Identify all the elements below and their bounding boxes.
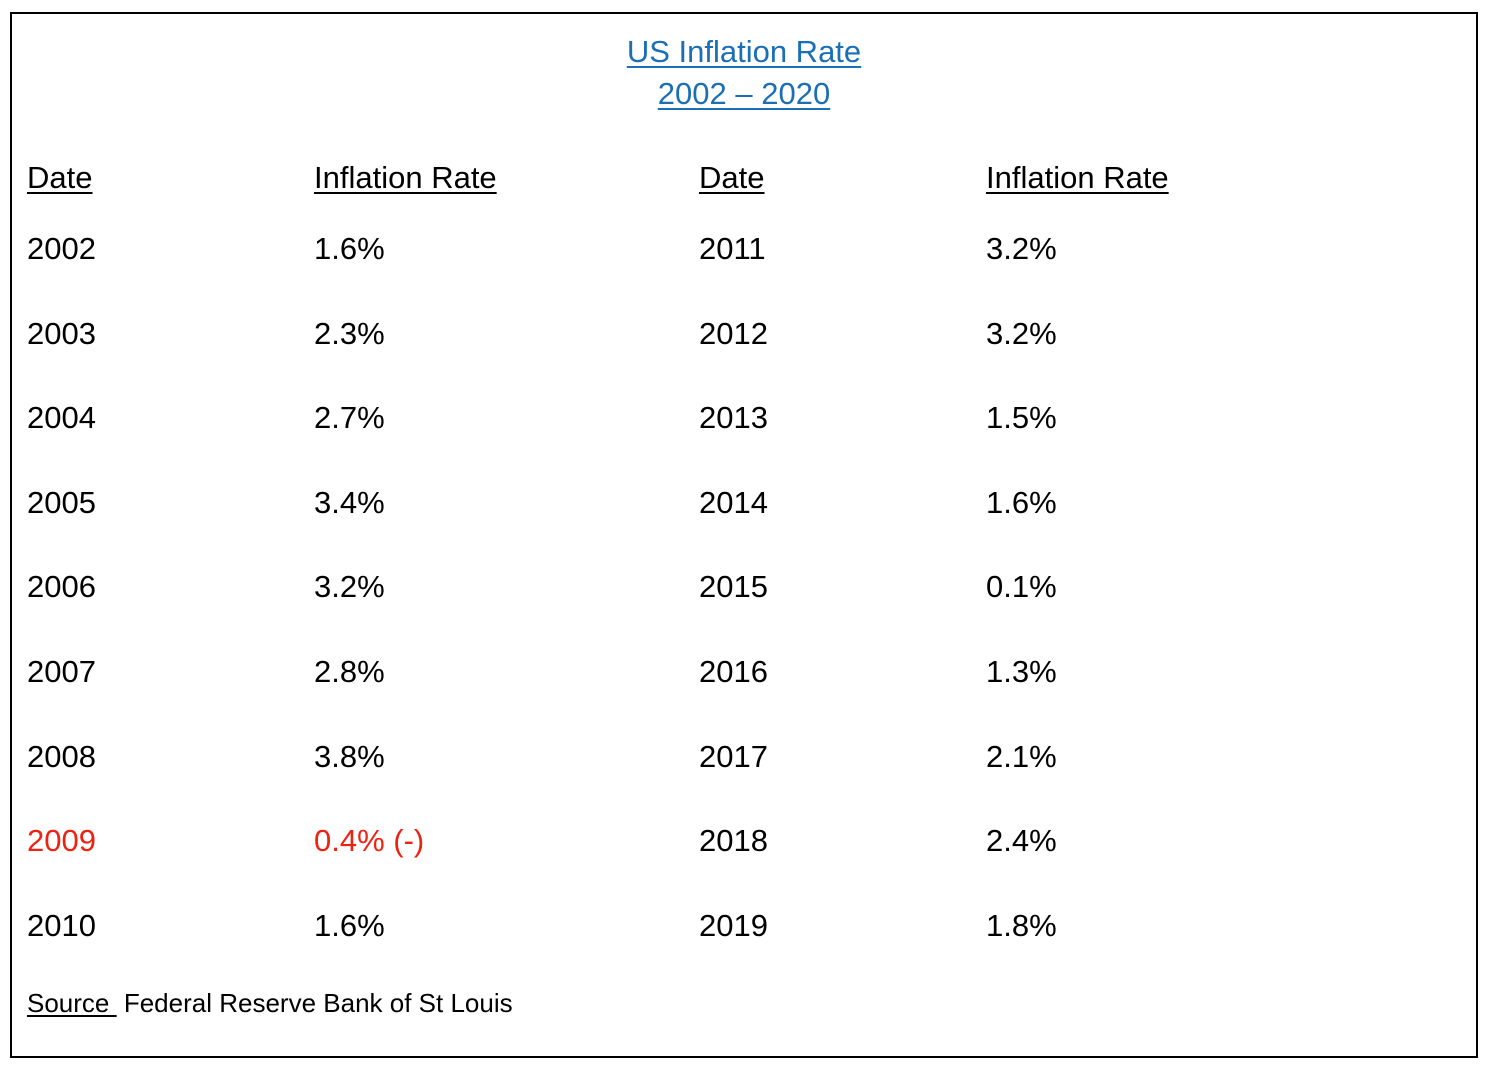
right-rate-cell: 1.5%	[986, 400, 1057, 436]
right-rate-cell: 1.3%	[986, 654, 1057, 689]
table-row: 2008 3.8% 2017 2.1%	[12, 737, 1476, 777]
left-date-cell: 2005	[27, 484, 96, 520]
right-rate-cell: 0.1%	[986, 569, 1057, 605]
right-date-cell: 2019	[699, 907, 768, 943]
right-date-cell: 2011	[699, 231, 766, 266]
left-date-cell: 2010	[27, 907, 96, 943]
left-rate-cell: 0.4% (-)	[314, 823, 425, 859]
table-row: 2003 2.3% 2012 3.2%	[12, 314, 1476, 354]
right-date-cell: 2016	[699, 654, 768, 689]
document-frame: US Inflation Rate 2002 – 2020 Date Infla…	[10, 12, 1478, 1058]
table-row: 2002 1.6% 2011 3.2%	[12, 229, 1476, 269]
left-rate-cell: 2.3%	[314, 315, 385, 351]
table-row: 2009 0.4% (-) 2018 2.4%	[12, 821, 1476, 861]
page-subtitle-date-range: 2002 – 2020	[657, 76, 831, 111]
right-rate-cell: 2.1%	[986, 738, 1057, 774]
left-rate-cell: 3.2%	[314, 569, 385, 605]
left-rate-cell: 1.6%	[314, 907, 385, 943]
left-date-cell: 2008	[27, 738, 96, 774]
column-header-date-left: Date	[27, 160, 93, 195]
right-date-cell: 2015	[699, 569, 768, 605]
column-header-date-right: Date	[699, 160, 765, 195]
right-rate-cell: 1.8%	[986, 907, 1057, 943]
table-row: 2004 2.7% 2013 1.5%	[12, 398, 1476, 438]
left-date-cell: 2003	[27, 315, 96, 351]
column-header-rate-left: Inflation Rate	[314, 160, 497, 195]
right-date-cell: 2013	[699, 400, 768, 436]
right-date-cell: 2018	[699, 823, 768, 859]
left-rate-cell: 1.6%	[314, 231, 385, 266]
left-date-cell: 2006	[27, 569, 96, 605]
right-rate-cell: 2.4%	[986, 823, 1057, 859]
source-note: Source Federal Reserve Bank of St Louis	[27, 986, 513, 1020]
table-row: 2007 2.8% 2016 1.3%	[12, 652, 1476, 692]
right-rate-cell: 3.2%	[986, 315, 1057, 351]
table-row: 2006 3.2% 2015 0.1%	[12, 567, 1476, 607]
left-rate-cell: 2.8%	[314, 654, 385, 689]
table-row: 2005 3.4% 2014 1.6%	[12, 483, 1476, 523]
source-text: Federal Reserve Bank of St Louis	[123, 988, 513, 1018]
right-date-cell: 2014	[699, 484, 768, 520]
table-row: 2010 1.6% 2019 1.8%	[12, 906, 1476, 946]
left-date-cell: 2004	[27, 400, 96, 436]
left-rate-cell: 2.7%	[314, 400, 385, 436]
left-date-cell: 2007	[27, 654, 96, 689]
left-date-cell: 2002	[27, 231, 96, 266]
source-label: Source	[27, 988, 117, 1018]
left-date-cell: 2009	[27, 823, 96, 859]
right-rate-cell: 3.2%	[986, 231, 1057, 266]
page-title: US Inflation Rate	[626, 34, 862, 69]
left-rate-cell: 3.4%	[314, 484, 385, 520]
right-rate-cell: 1.6%	[986, 484, 1057, 520]
right-date-cell: 2017	[699, 738, 768, 774]
right-date-cell: 2012	[699, 315, 768, 351]
left-rate-cell: 3.8%	[314, 738, 385, 774]
column-header-rate-right: Inflation Rate	[986, 160, 1169, 195]
